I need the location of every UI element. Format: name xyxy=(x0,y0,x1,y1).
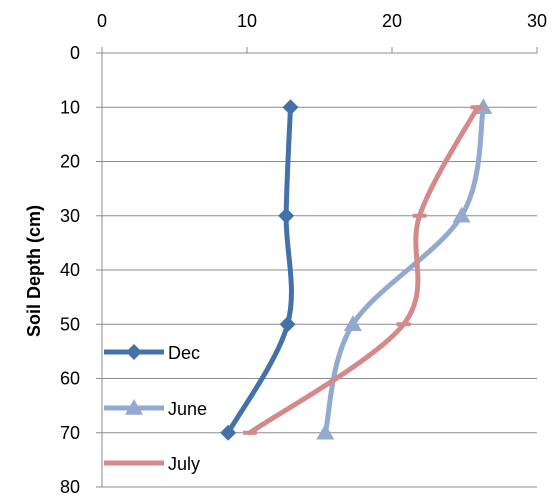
series-line-dec xyxy=(225,104,294,436)
x-tick-label: 10 xyxy=(237,11,257,31)
data-point-dec xyxy=(220,424,237,441)
x-tick-label: 20 xyxy=(382,11,402,31)
grid-lines xyxy=(102,106,537,488)
x-tick-labels: 0 10 20 30 xyxy=(97,11,547,31)
y-tick-label: 20 xyxy=(60,152,80,172)
legend-label-dec: Dec xyxy=(168,343,200,363)
legend-label-june: June xyxy=(168,399,207,419)
y-tick-labels: 0 10 20 30 40 50 60 70 80 xyxy=(60,43,80,497)
data-point-dec xyxy=(278,207,295,224)
data-point-june xyxy=(343,315,362,331)
y-tick-label: 50 xyxy=(60,314,80,334)
data-point-dec xyxy=(282,99,299,116)
y-axis-label: Soil Depth (cm) xyxy=(24,205,44,337)
legend-marker-dec xyxy=(126,344,142,360)
y-tick-label: 40 xyxy=(60,260,80,280)
data-point-june xyxy=(452,206,471,223)
legend: Dec June July xyxy=(104,343,207,474)
legend-marker-june xyxy=(125,399,143,415)
legend-label-july: July xyxy=(168,454,200,474)
axes xyxy=(96,47,538,488)
y-tick-label: 0 xyxy=(70,43,80,63)
x-tick-label: 30 xyxy=(527,11,547,31)
data-point-june xyxy=(316,423,335,440)
x-tick-label: 0 xyxy=(97,11,107,31)
y-tick-label: 60 xyxy=(60,369,80,389)
y-tick-label: 10 xyxy=(60,97,80,117)
y-tick-label: 70 xyxy=(60,423,80,443)
data-point-dec xyxy=(279,316,296,333)
y-tick-label: 80 xyxy=(60,477,80,497)
series-line-july xyxy=(247,104,481,436)
y-tick-label: 30 xyxy=(60,206,80,226)
series-group xyxy=(220,98,493,441)
